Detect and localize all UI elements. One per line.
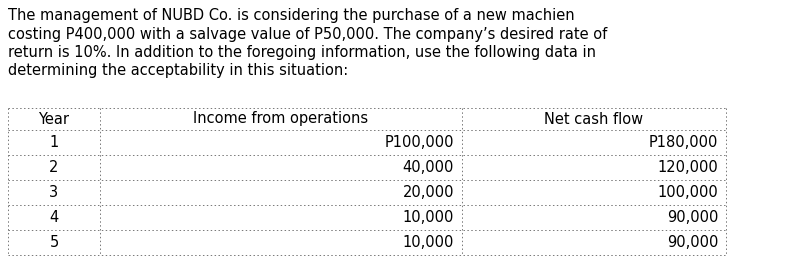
- Text: costing P400,000 with a salvage value of P50,000. The company’s desired rate of: costing P400,000 with a salvage value of…: [8, 26, 607, 42]
- Text: P100,000: P100,000: [385, 135, 454, 150]
- Text: 10,000: 10,000: [402, 210, 454, 225]
- Text: 4: 4: [50, 210, 58, 225]
- Text: 3: 3: [50, 185, 58, 200]
- Text: 20,000: 20,000: [402, 185, 454, 200]
- Text: 2: 2: [50, 160, 58, 175]
- Text: 40,000: 40,000: [402, 160, 454, 175]
- Text: determining the acceptability in this situation:: determining the acceptability in this si…: [8, 64, 348, 78]
- Text: 90,000: 90,000: [666, 210, 718, 225]
- Text: The management of NUBD Co. is considering the purchase of a new machien: The management of NUBD Co. is considerin…: [8, 8, 574, 23]
- Text: return is 10%. In addition to the foregoing information, use the following data : return is 10%. In addition to the forego…: [8, 45, 596, 60]
- Text: 90,000: 90,000: [666, 235, 718, 250]
- Text: 100,000: 100,000: [658, 185, 718, 200]
- Text: Year: Year: [38, 111, 70, 127]
- Text: 1: 1: [50, 135, 58, 150]
- Text: 120,000: 120,000: [658, 160, 718, 175]
- Text: Income from operations: Income from operations: [194, 111, 369, 127]
- Text: Net cash flow: Net cash flow: [545, 111, 643, 127]
- Text: 10,000: 10,000: [402, 235, 454, 250]
- Text: P180,000: P180,000: [649, 135, 718, 150]
- Text: 5: 5: [50, 235, 58, 250]
